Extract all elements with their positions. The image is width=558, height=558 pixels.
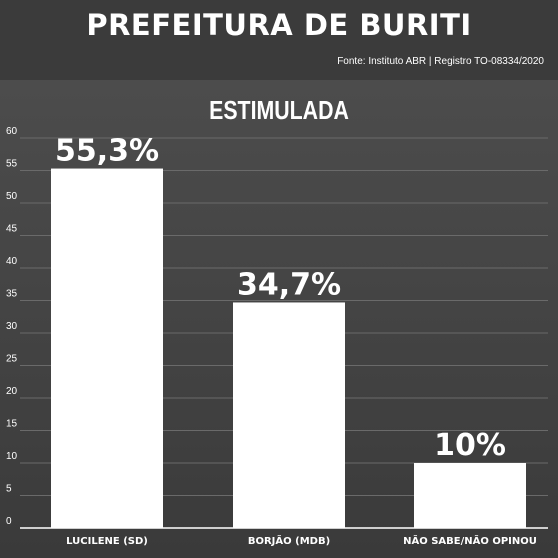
x-category-label: NÃO SABE/NÃO OPINOU xyxy=(403,534,537,547)
x-category-label: LUCILENE (SD) xyxy=(66,536,148,547)
y-tick-label: 45 xyxy=(6,224,18,235)
y-tick-label: 15 xyxy=(6,419,18,430)
data-label: 55,3% xyxy=(55,134,159,169)
data-label: 34,7% xyxy=(237,267,341,302)
y-tick-label: 5 xyxy=(6,484,12,495)
chart-title: ESTIMULADA xyxy=(209,95,349,125)
y-tick-label: 60 xyxy=(6,126,18,137)
y-tick-label: 30 xyxy=(6,321,18,332)
bar xyxy=(233,302,345,528)
header-bar: PREFEITURA DE BURITI Fonte: Instituto AB… xyxy=(0,0,558,80)
bar xyxy=(414,463,526,528)
y-tick-label: 35 xyxy=(6,289,18,300)
y-tick-label: 50 xyxy=(6,191,18,202)
page-title: PREFEITURA DE BURITI xyxy=(86,8,472,42)
y-tick-label: 55 xyxy=(6,159,18,170)
data-label: 10% xyxy=(434,428,506,463)
x-category-label: BORJÃO (MDB) xyxy=(248,534,330,547)
bar-chart: 0 5 10 15 20 25 30 35 40 45 50 55 60 55,3% LUCILENE (S… xyxy=(6,126,548,547)
bar xyxy=(51,168,163,529)
y-tick-label: 20 xyxy=(6,386,18,397)
y-tick-label: 40 xyxy=(6,256,18,267)
y-tick-label: 0 xyxy=(6,516,12,527)
source-note: Fonte: Instituto ABR | Registro TO-08334… xyxy=(337,56,544,67)
y-tick-label: 25 xyxy=(6,354,18,365)
y-tick-label: 10 xyxy=(6,451,18,462)
